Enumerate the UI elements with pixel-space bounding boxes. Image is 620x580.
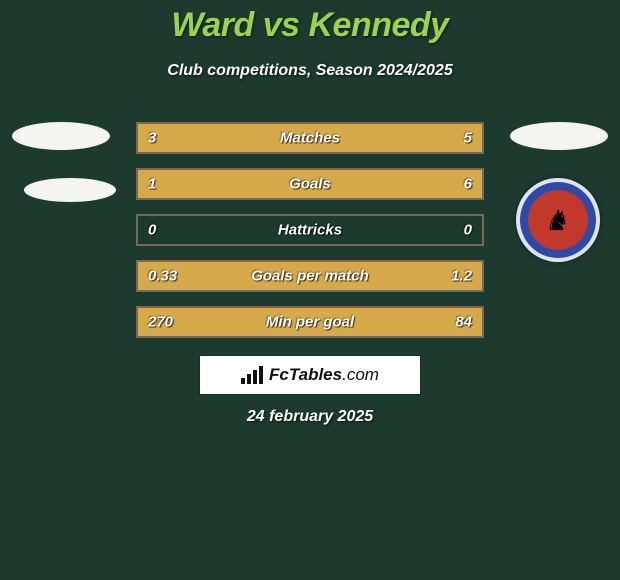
page-subtitle: Club competitions, Season 2024/2025: [0, 62, 620, 80]
brand-badge: FcTables.com: [200, 356, 420, 394]
club-badge-inner: ♞: [528, 190, 588, 250]
player-right-silhouette: [510, 122, 608, 150]
brand-suffix: .com: [342, 365, 379, 384]
infographic-canvas: Ward vs Kennedy Club competitions, Seaso…: [0, 0, 620, 580]
comparison-bars: 35Matches 16Goals 00Hattricks 0.331.2Goals …: [136, 122, 484, 352]
stat-row: 35Matches: [136, 122, 484, 154]
date-label: 24 february 2025: [0, 408, 620, 426]
stat-label: Matches: [138, 130, 482, 147]
brand-text: FcTables.com: [269, 365, 379, 385]
stat-row: 27084Min per goal: [136, 306, 484, 338]
stat-row: 16Goals: [136, 168, 484, 200]
player-left-silhouette-2: [24, 178, 116, 202]
stat-row: 0.331.2Goals per match: [136, 260, 484, 292]
horse-icon: ♞: [545, 204, 570, 237]
stat-label: Goals per match: [138, 268, 482, 285]
brand-main: FcTables: [269, 365, 342, 384]
stat-label: Min per goal: [138, 314, 482, 331]
bars-icon: [241, 366, 263, 384]
stat-row: 00Hattricks: [136, 214, 484, 246]
page-title: Ward vs Kennedy: [0, 6, 620, 45]
player-left-silhouette-1: [12, 122, 110, 150]
stat-label: Goals: [138, 176, 482, 193]
stat-label: Hattricks: [138, 222, 482, 239]
club-badge-right: ♞: [516, 178, 600, 262]
